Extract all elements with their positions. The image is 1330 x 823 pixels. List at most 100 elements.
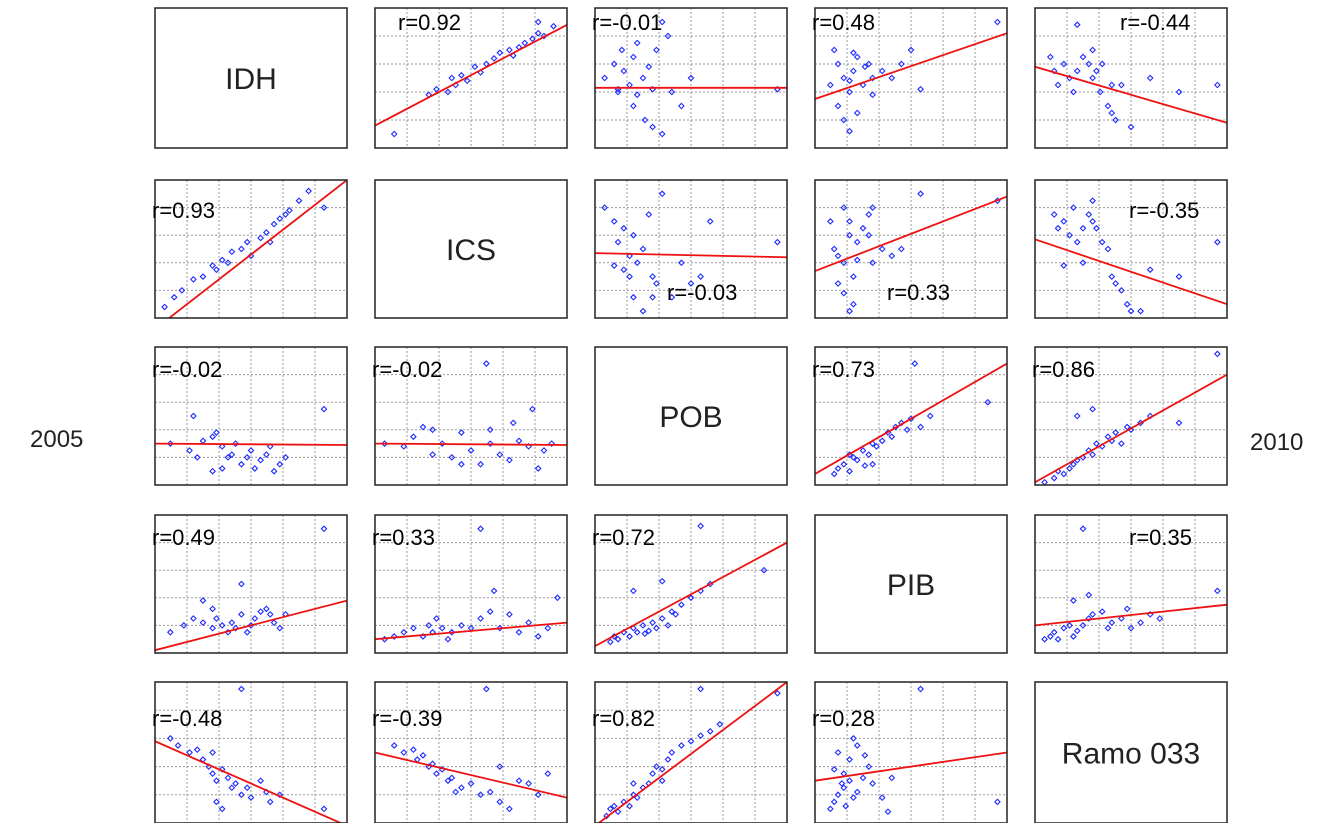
data-point bbox=[850, 67, 857, 75]
correlation-label: r=-0.02 bbox=[152, 357, 222, 382]
data-point bbox=[448, 628, 456, 636]
data-point bbox=[224, 259, 232, 267]
data-point bbox=[834, 280, 842, 287]
variable-label: Ramo 033 bbox=[1062, 738, 1200, 771]
data-point bbox=[1073, 412, 1081, 420]
variable-label: PIB bbox=[887, 569, 935, 602]
data-point bbox=[548, 440, 556, 447]
data-point bbox=[1093, 67, 1100, 75]
data-point bbox=[486, 426, 494, 434]
data-point bbox=[178, 287, 186, 294]
data-point bbox=[238, 610, 245, 618]
data-point bbox=[1089, 46, 1096, 54]
data-point bbox=[878, 437, 886, 445]
data-point bbox=[610, 218, 618, 225]
data-point bbox=[869, 259, 876, 267]
data-point bbox=[687, 737, 695, 745]
correlation-label: r=0.33 bbox=[887, 280, 950, 305]
panel-frame bbox=[374, 681, 568, 823]
scatter-panel: r=-0.48 bbox=[152, 681, 348, 823]
data-point bbox=[865, 763, 873, 770]
data-point bbox=[601, 204, 608, 211]
data-point bbox=[458, 71, 465, 79]
data-point bbox=[218, 766, 226, 773]
data-point bbox=[614, 88, 622, 96]
data-point bbox=[859, 224, 867, 232]
data-point bbox=[850, 454, 857, 461]
data-point bbox=[529, 35, 536, 43]
scatter-panel: r=-0.02 bbox=[152, 346, 348, 486]
data-point bbox=[697, 522, 704, 530]
data-point bbox=[390, 742, 398, 749]
data-point bbox=[846, 218, 853, 225]
data-point bbox=[826, 218, 834, 225]
data-point bbox=[1112, 429, 1120, 436]
data-point bbox=[678, 259, 685, 267]
data-point bbox=[458, 622, 465, 629]
data-point bbox=[433, 85, 440, 93]
fit-line bbox=[167, 180, 347, 318]
data-point bbox=[174, 742, 182, 749]
data-point bbox=[170, 293, 178, 301]
data-point bbox=[1108, 109, 1116, 117]
data-point bbox=[1066, 231, 1073, 239]
data-point bbox=[658, 615, 666, 622]
data-point bbox=[218, 256, 226, 264]
fit-line bbox=[155, 442, 347, 446]
data-point bbox=[1089, 451, 1096, 459]
data-point bbox=[630, 293, 637, 301]
data-point bbox=[1070, 597, 1077, 604]
data-point bbox=[1098, 60, 1106, 68]
data-point bbox=[243, 628, 251, 636]
data-point bbox=[774, 238, 781, 246]
data-point bbox=[639, 307, 647, 315]
data-point bbox=[641, 630, 649, 638]
data-point bbox=[1050, 628, 1058, 636]
data-point bbox=[521, 39, 529, 47]
data-point bbox=[842, 802, 850, 810]
data-point bbox=[1156, 615, 1164, 622]
data-point bbox=[540, 447, 548, 454]
data-point bbox=[320, 525, 328, 533]
data-point bbox=[1073, 238, 1081, 246]
scatter-panel: r=0.86 bbox=[1032, 346, 1228, 486]
data-point bbox=[658, 766, 666, 773]
data-point bbox=[243, 238, 251, 246]
data-point bbox=[861, 63, 869, 71]
data-point bbox=[1118, 287, 1125, 294]
data-point bbox=[477, 791, 484, 799]
data-point bbox=[1085, 591, 1093, 599]
data-point bbox=[257, 777, 264, 785]
data-point bbox=[458, 429, 465, 436]
data-point bbox=[861, 462, 869, 470]
data-point bbox=[668, 293, 676, 301]
correlation-label: r=0.35 bbox=[1129, 525, 1192, 550]
data-point bbox=[618, 46, 626, 54]
data-point bbox=[477, 525, 484, 533]
data-point bbox=[626, 633, 633, 640]
data-point bbox=[917, 85, 924, 93]
data-point bbox=[305, 187, 312, 195]
data-point bbox=[448, 454, 456, 461]
panel-frame bbox=[814, 346, 1008, 486]
data-point bbox=[884, 808, 892, 816]
data-point bbox=[1098, 238, 1106, 246]
correlation-label: r=-0.03 bbox=[667, 280, 737, 305]
data-point bbox=[1118, 615, 1125, 622]
data-point bbox=[853, 456, 861, 464]
data-point bbox=[826, 805, 834, 813]
diagonal-frame bbox=[154, 7, 348, 149]
data-point bbox=[672, 610, 680, 618]
data-point bbox=[840, 116, 848, 124]
data-point bbox=[760, 566, 768, 574]
data-point bbox=[213, 798, 220, 806]
data-point bbox=[218, 465, 226, 472]
scatter-panel: r=-0.35 bbox=[1034, 179, 1228, 319]
panel-frame bbox=[814, 7, 1008, 149]
data-point bbox=[834, 102, 842, 110]
data-point bbox=[444, 777, 452, 785]
data-point bbox=[218, 805, 226, 813]
data-point bbox=[1146, 266, 1154, 274]
data-point bbox=[506, 456, 513, 464]
data-point bbox=[1127, 307, 1135, 315]
